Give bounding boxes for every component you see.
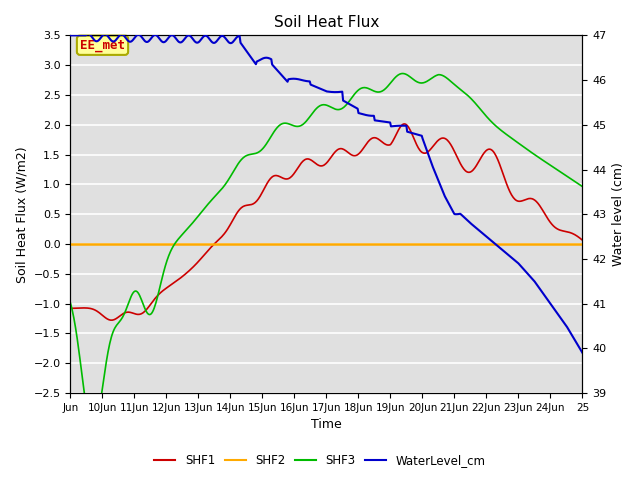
Text: EE_met: EE_met (80, 39, 125, 52)
X-axis label: Time: Time (311, 419, 342, 432)
Title: Soil Heat Flux: Soil Heat Flux (274, 15, 379, 30)
Y-axis label: Water level (cm): Water level (cm) (612, 162, 625, 266)
Y-axis label: Soil Heat Flux (W/m2): Soil Heat Flux (W/m2) (15, 146, 28, 283)
Legend: SHF1, SHF2, SHF3, WaterLevel_cm: SHF1, SHF2, SHF3, WaterLevel_cm (149, 449, 491, 472)
